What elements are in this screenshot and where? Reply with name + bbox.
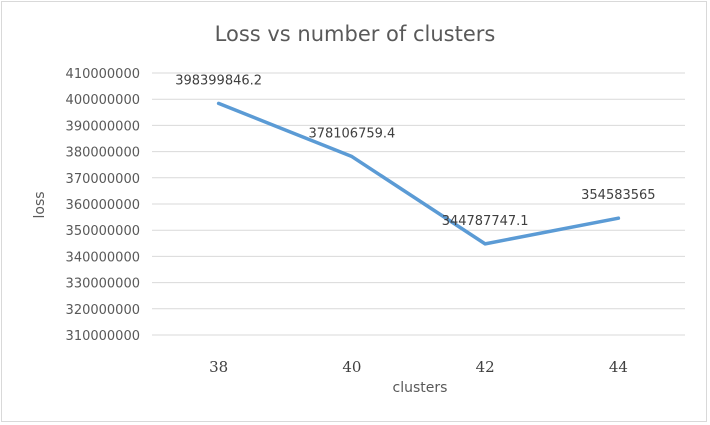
data-label: 354583565 (581, 188, 655, 203)
data-label: 344787747.1 (442, 214, 529, 229)
series-line (216, 101, 621, 246)
x-tick-label: 44 (609, 358, 628, 376)
y-axis-label: loss (32, 191, 48, 218)
y-tick-label: 340000000 (66, 250, 140, 265)
y-tick-labels: 410000000 400000000 390000000 380000000 3700… (66, 67, 140, 344)
data-label: 378106759.4 (308, 127, 395, 142)
y-tick-label: 390000000 (66, 119, 140, 134)
x-axis-label: clusters (393, 380, 448, 396)
y-tick-label: 310000000 (66, 329, 140, 344)
data-label: 398399846.2 (175, 73, 262, 88)
y-tick-label: 350000000 (66, 224, 140, 239)
y-tick-label: 370000000 (66, 172, 140, 187)
y-tick-label: 380000000 (66, 146, 140, 161)
x-tick-label: 40 (342, 358, 361, 376)
data-labels: 398399846.2 378106759.4 344787747.1 3545835… (175, 73, 655, 228)
y-tick-label: 410000000 (66, 67, 140, 82)
x-tick-label: 42 (476, 358, 495, 376)
y-tick-label: 320000000 (66, 303, 140, 318)
y-tick-label: 400000000 (66, 93, 140, 108)
chart-title: Loss vs number of clusters (215, 22, 496, 46)
x-tick-label: 38 (209, 358, 228, 376)
x-tick-labels: 38 40 42 44 (209, 358, 628, 376)
y-tick-label: 330000000 (66, 277, 140, 292)
series-lines (216, 101, 621, 246)
gridlines (152, 72, 685, 336)
y-tick-label: 360000000 (66, 198, 140, 213)
